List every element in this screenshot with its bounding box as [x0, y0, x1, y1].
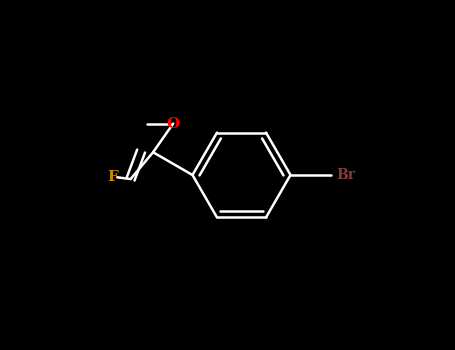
- Text: F: F: [108, 170, 119, 184]
- Text: Br: Br: [336, 168, 355, 182]
- Text: O: O: [167, 117, 180, 131]
